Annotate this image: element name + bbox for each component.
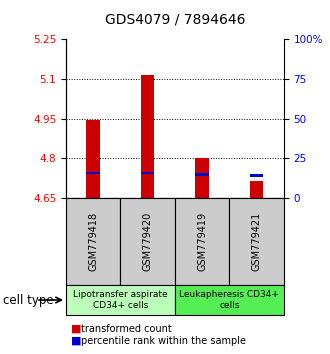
Text: Lipotransfer aspirate
CD34+ cells: Lipotransfer aspirate CD34+ cells [73, 290, 168, 310]
Text: Leukapheresis CD34+
cells: Leukapheresis CD34+ cells [180, 290, 279, 310]
Bar [141, 75, 154, 198]
Text: cell type: cell type [3, 293, 54, 307]
Bar [86, 120, 100, 198]
Text: GSM779418: GSM779418 [88, 212, 98, 271]
Bar [86, 172, 100, 175]
Text: ■: ■ [71, 336, 82, 346]
Text: ■: ■ [71, 324, 82, 333]
Bar [66, 198, 120, 285]
Text: GSM779421: GSM779421 [251, 212, 262, 271]
Text: transformed count: transformed count [81, 324, 172, 333]
Bar [141, 172, 154, 175]
Bar [250, 181, 263, 198]
Bar [66, 285, 175, 315]
Bar [195, 159, 209, 198]
Text: percentile rank within the sample: percentile rank within the sample [81, 336, 246, 346]
Bar [229, 198, 284, 285]
Text: GDS4079 / 7894646: GDS4079 / 7894646 [105, 12, 245, 27]
Bar [175, 285, 284, 315]
Bar [120, 198, 175, 285]
Bar [195, 173, 209, 176]
Text: GSM779419: GSM779419 [197, 212, 207, 271]
Bar [250, 175, 263, 177]
Bar [175, 198, 229, 285]
Text: GSM779420: GSM779420 [143, 212, 153, 271]
